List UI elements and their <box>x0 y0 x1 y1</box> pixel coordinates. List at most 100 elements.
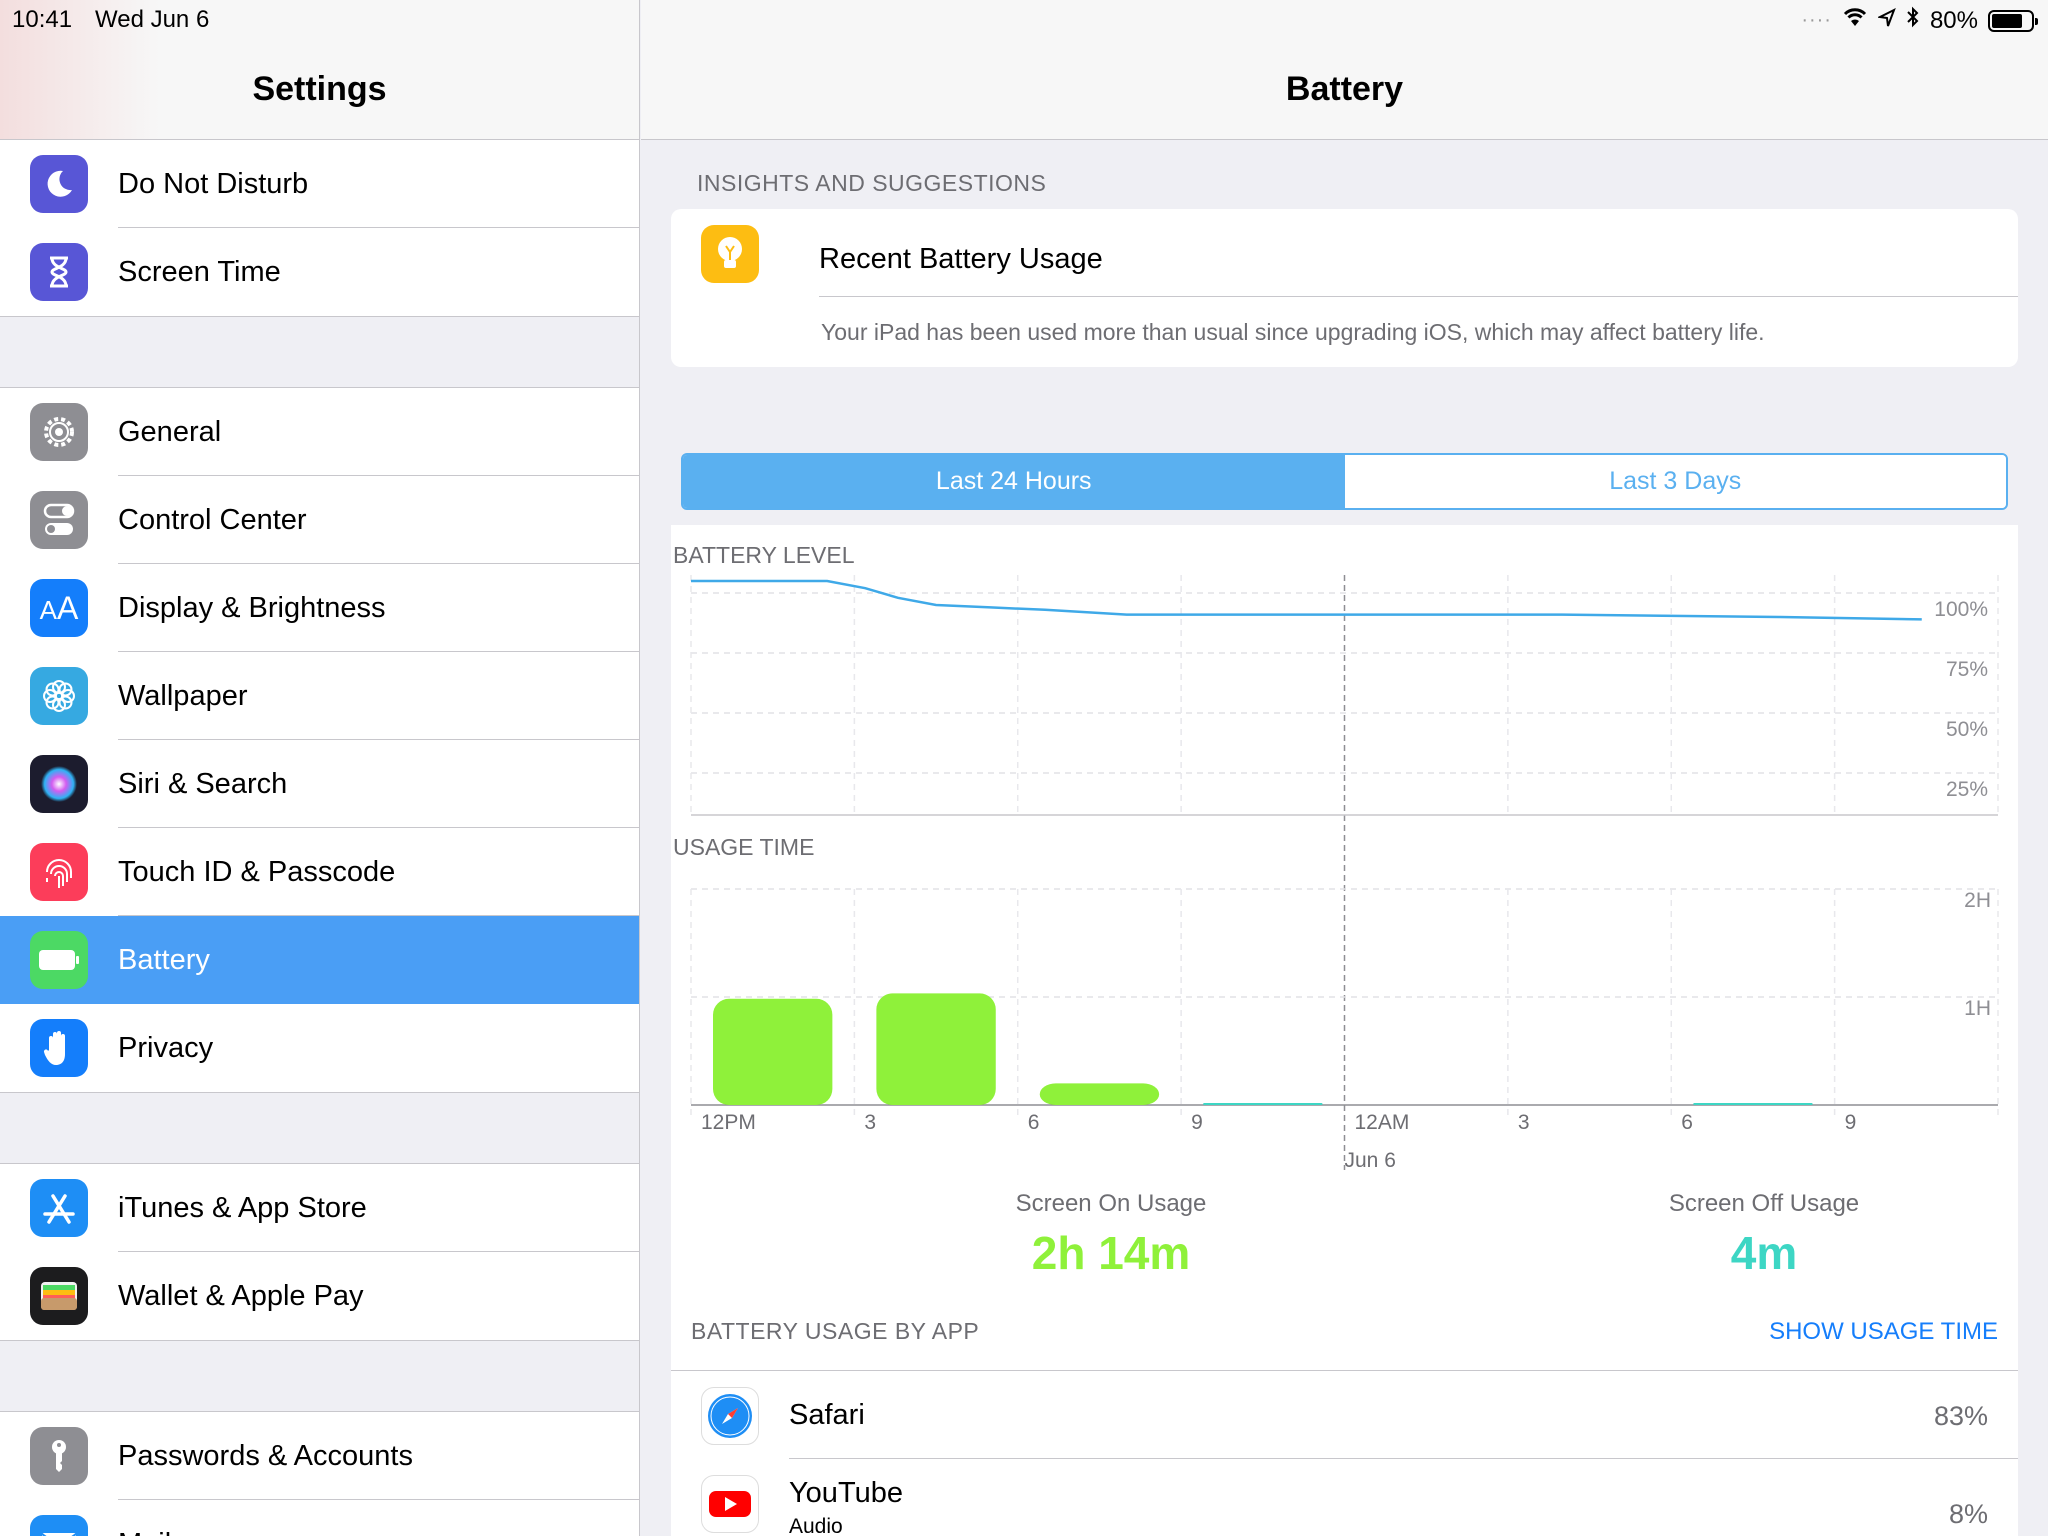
status-battery-fill <box>1992 13 2023 28</box>
sidebar-group: iTunes & App Store Wallet & Apple Pay <box>0 1163 639 1341</box>
settings-sidebar: Settings Do Not Disturb Screen Time Genera… <box>0 0 640 1536</box>
sidebar-item-label: General <box>118 415 222 448</box>
app-store-icon <box>30 1179 88 1237</box>
text-size-icon: AA <box>30 579 88 637</box>
sidebar-item-itunes-and-app-store[interactable]: iTunes & App Store <box>0 1164 639 1252</box>
mail-icon <box>30 1515 88 1536</box>
fingerprint-icon <box>30 843 88 901</box>
segment-last-3-days[interactable]: Last 3 Days <box>1344 455 2006 508</box>
insight-card[interactable]: Recent Battery Usage Your iPad has been … <box>671 209 2018 367</box>
battery-level-label: BATTERY LEVEL <box>673 542 855 568</box>
battery-percent: 80% <box>1929 6 1978 34</box>
app-name: Safari <box>789 1399 865 1431</box>
screen-on-value: 2h 14m <box>1031 1227 1191 1279</box>
show-usage-time-button[interactable]: SHOW USAGE TIME <box>1769 1318 1998 1345</box>
usage-x-tick: 9 <box>1191 1111 1203 1134</box>
youtube-icon <box>701 1475 759 1533</box>
wifi-icon <box>1842 6 1868 35</box>
app-usage-list: Safari 83% YouTube Audio 8% <box>671 1370 2018 1536</box>
battery-pane: Battery INSIGHTS AND SUGGESTIONS Recent … <box>641 0 2048 1536</box>
safari-icon <box>701 1387 759 1445</box>
sidebar-item-screen-time[interactable]: Screen Time <box>0 228 639 316</box>
sidebar-group: Passwords & Accounts Mail <box>0 1411 639 1536</box>
time-range-segmented-control[interactable]: Last 24 Hours Last 3 Days <box>681 453 2008 510</box>
page-title: Battery <box>1285 70 1404 108</box>
usage-bar <box>1693 1103 1813 1105</box>
sidebar-item-control-center[interactable]: Control Center <box>0 476 639 564</box>
sidebar-item-label: Passwords & Accounts <box>118 1439 413 1472</box>
sidebar-item-battery[interactable]: Battery <box>0 916 639 1004</box>
usage-x-tick: 9 <box>1845 1111 1857 1134</box>
wallet-icon <box>30 1267 88 1325</box>
usage-x-tick: 3 <box>864 1111 876 1134</box>
sidebar-item-label: iTunes & App Store <box>118 1191 367 1224</box>
location-arrow-icon <box>1876 7 1896 35</box>
insight-title: Recent Battery Usage <box>819 243 1103 275</box>
sidebar-item-label: Wallet & Apple Pay <box>118 1279 364 1312</box>
app-row-youtube[interactable]: YouTube Audio 8% <box>671 1459 2018 1536</box>
battery-y-tick: 25% <box>1946 778 1988 801</box>
usage-x-sublabel: Jun 6 <box>1345 1149 1396 1172</box>
main-header: Battery <box>641 0 2048 140</box>
app-name: YouTube <box>789 1477 903 1509</box>
screen-on-usage: Screen On Usage 2h 14m <box>911 1190 1311 1280</box>
sidebar-item-siri-and-search[interactable]: Siri & Search <box>0 740 639 828</box>
status-date: Wed Jun 6 <box>95 6 210 33</box>
sidebar-item-do-not-disturb[interactable]: Do Not Disturb <box>0 140 639 228</box>
status-right: ···· 80% <box>1801 6 2038 35</box>
sidebar-group: General Control Center AA Display & Brightn… <box>0 387 639 1093</box>
key-icon <box>30 1427 88 1485</box>
app-subtitle: Audio <box>789 1515 843 1536</box>
sidebar-item-privacy[interactable]: Privacy <box>0 1004 639 1092</box>
sidebar-item-mail[interactable]: Mail <box>0 1500 639 1536</box>
sidebar-item-wallpaper[interactable]: Wallpaper <box>0 652 639 740</box>
sidebar-item-label: Display & Brightness <box>118 591 386 624</box>
sidebar-item-label: Do Not Disturb <box>118 167 309 200</box>
battery-chart-card: BATTERY LEVEL USAGE TIME 100% 75% 50% 25% 2H 1H… <box>671 525 2018 1536</box>
sidebar-item-display-and-brightness[interactable]: AA Display & Brightness <box>0 564 639 652</box>
flower-icon <box>30 667 88 725</box>
sidebar-item-label: Siri & Search <box>118 767 288 800</box>
sidebar-title: Settings <box>252 70 387 108</box>
usage-x-tick: 12AM <box>1355 1111 1410 1134</box>
usage-x-tick: 3 <box>1518 1111 1530 1134</box>
usage-x-tick: 6 <box>1681 1111 1693 1134</box>
moon-icon <box>30 155 88 213</box>
sidebar-item-label: Screen Time <box>118 255 281 288</box>
status-battery-icon <box>1988 9 2038 32</box>
usage-bar <box>876 993 996 1105</box>
sidebar-group: Do Not Disturb Screen Time <box>0 140 639 317</box>
hourglass-icon <box>30 243 88 301</box>
toggles-icon <box>30 491 88 549</box>
bluetooth-icon <box>1906 6 1920 35</box>
sidebar-item-wallet-and-apple-pay[interactable]: Wallet & Apple Pay <box>0 1252 639 1340</box>
app-row-safari[interactable]: Safari 83% <box>671 1371 2018 1459</box>
signal-dots-icon: ···· <box>1801 9 1832 31</box>
status-bar: 10:41 Wed Jun 6 ···· 80% <box>0 0 2048 40</box>
siri-icon <box>30 755 88 813</box>
sidebar-group-gap <box>0 1093 639 1163</box>
app-percent: 8% <box>1948 1499 1988 1529</box>
usage-bar <box>713 998 833 1105</box>
sidebar-item-label: Touch ID & Passcode <box>118 855 396 888</box>
sidebar-item-touch-id-and-passcode[interactable]: Touch ID & Passcode <box>0 828 639 916</box>
sidebar-groups: Do Not Disturb Screen Time General Control … <box>0 140 639 1536</box>
screen-off-label: Screen Off Usage <box>1668 1190 1860 1217</box>
sidebar-header: Settings <box>0 0 639 140</box>
insight-divider <box>819 296 2018 297</box>
insights-section-label: INSIGHTS AND SUGGESTIONS <box>697 170 1047 196</box>
sidebar-group-gap <box>0 1341 639 1411</box>
sidebar-item-label: Privacy <box>118 1031 214 1064</box>
usage-time-label: USAGE TIME <box>673 834 814 860</box>
segment-last-24-hours[interactable]: Last 24 Hours <box>683 455 1345 508</box>
sidebar-item-label: Wallpaper <box>118 679 248 712</box>
usage-y-tick: 2H <box>1964 889 1991 912</box>
sidebar-item-general[interactable]: General <box>0 388 639 476</box>
sidebar-item-passwords-and-accounts[interactable]: Passwords & Accounts <box>0 1412 639 1500</box>
gear-icon <box>30 403 88 461</box>
usage-bar <box>1203 1103 1323 1105</box>
battery-y-tick: 75% <box>1946 658 1988 681</box>
battery-icon <box>30 931 88 989</box>
by-app-label: BATTERY USAGE BY APP <box>691 1318 980 1344</box>
sidebar-item-label: Control Center <box>118 503 307 536</box>
